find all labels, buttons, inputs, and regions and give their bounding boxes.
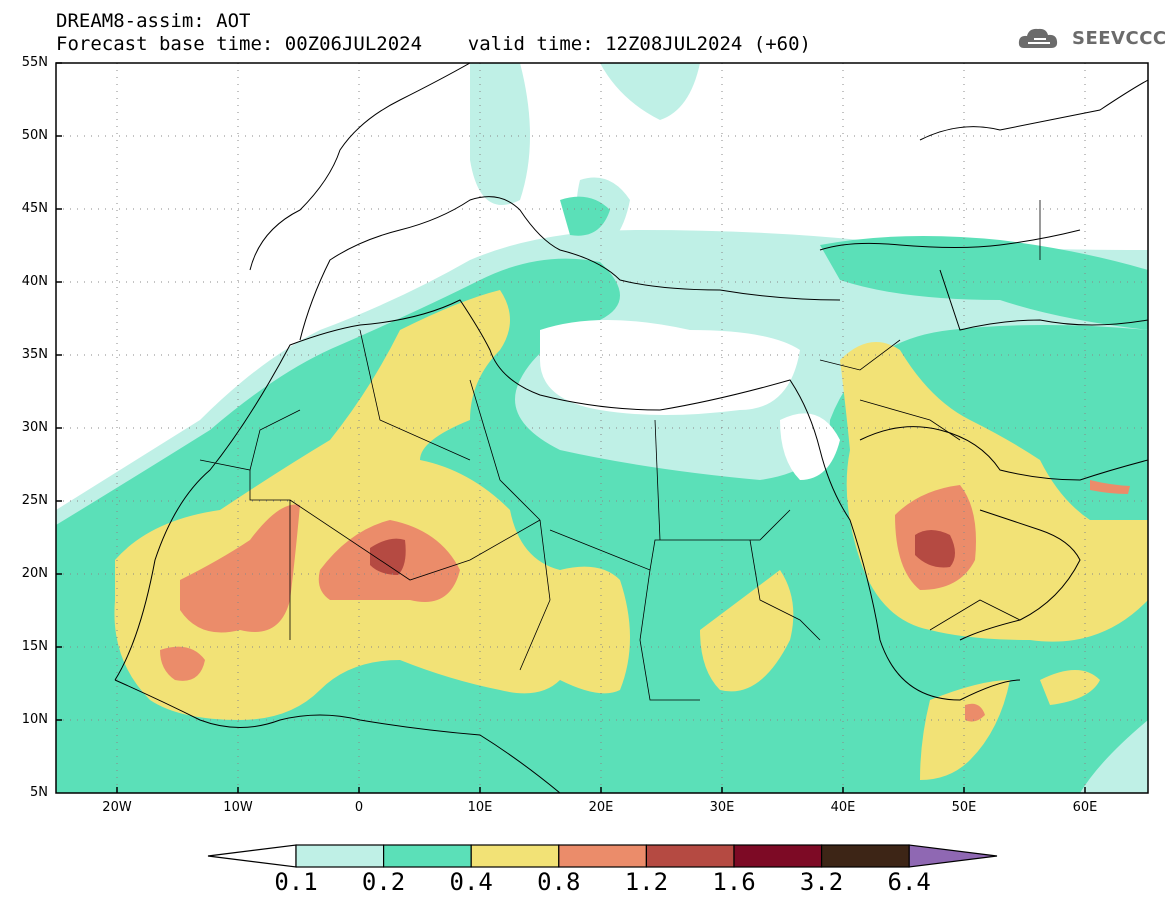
lon-label: 40E [830,800,856,815]
lon-label: 10E [467,800,493,815]
lon-label: 20W [102,800,132,815]
colorbar-label: 0.8 [537,868,581,896]
colorbar-bin-0.4-0.8 [470,844,560,868]
lon-label: 20E [588,800,614,815]
lon-label: 0 [354,800,364,815]
lat-label: 30N [21,420,48,435]
colorbar-bin-0.1-0.2 [295,844,385,868]
lon-label: 50E [951,800,977,815]
colorbar-label: 0.4 [449,868,493,896]
borders [199,200,1041,701]
colorbar-over-triangle [908,844,998,868]
lat-label: 10N [21,712,48,727]
axis-ticks [56,62,1086,793]
colorbar-bin-0.8-1.2 [558,844,647,868]
map-title: DREAM8-assim: AOT [56,10,251,32]
coastlines [114,63,1148,793]
logo-text: SEEVCCC [1072,28,1165,49]
colorbar [207,844,998,868]
lat-label: 55N [21,55,48,70]
colorbar-label: 1.6 [712,868,756,896]
colorbar-bin-1.6-3.2 [733,844,823,868]
colorbar-under-triangle [207,844,297,868]
colorbar-label: 1.2 [624,868,669,896]
lon-gridlines [116,63,1086,793]
colorbar-bin-3.2-6.4 [820,844,910,868]
lon-label: 60E [1072,800,1098,815]
lat-label: 50N [21,128,48,143]
lat-label: 20N [21,566,48,581]
forecast-times: Forecast base time: 00Z06JUL2024 valid t… [56,33,811,55]
colorbar-label: 0.2 [361,868,406,896]
cloud-icon [1018,28,1058,48]
lat-label: 15N [21,639,48,654]
lat-label: 45N [21,201,48,216]
colorbar-label: 6.4 [887,868,931,896]
lat-label: 25N [21,493,48,508]
lon-label: 30E [709,800,735,815]
lon-label: 10W [223,800,253,815]
lat-label: 5N [30,785,48,800]
aot-field [56,63,1148,793]
colorbar-bin-1.2-1.6 [645,844,735,868]
lat-label: 35N [21,347,48,362]
colorbar-label: 0.1 [274,868,318,896]
colorbar-label: 3.2 [799,868,844,896]
colorbar-bin-0.2-0.4 [383,844,472,868]
lat-label: 40N [21,274,48,289]
